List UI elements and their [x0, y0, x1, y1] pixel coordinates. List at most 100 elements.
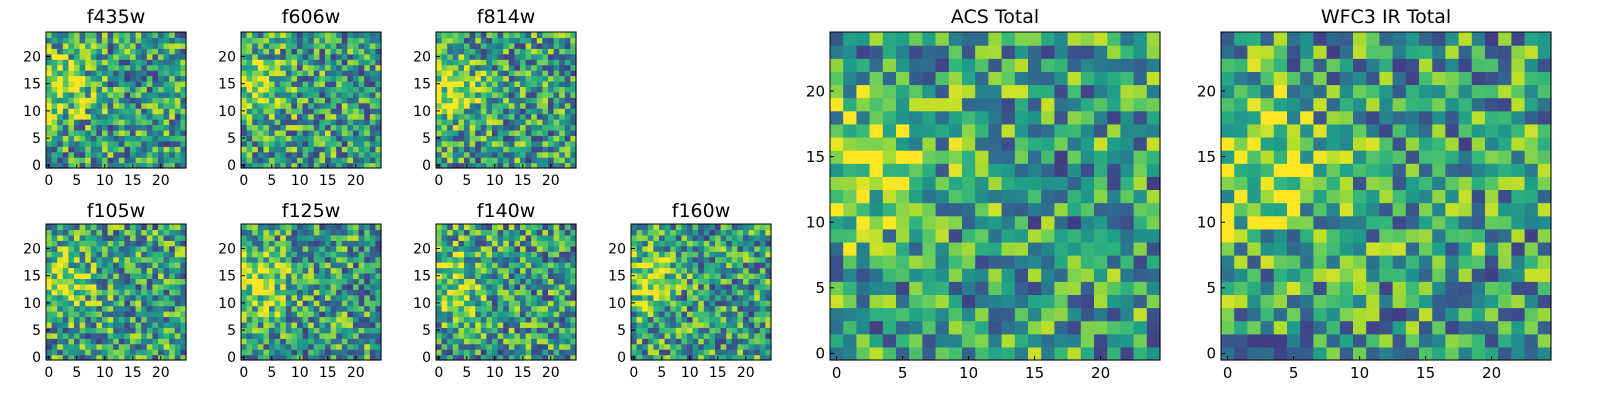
- heatmap-cell: [508, 272, 515, 279]
- heatmap-cell: [375, 305, 382, 312]
- heatmap-cell: [146, 349, 153, 356]
- heatmap-cell: [452, 283, 459, 290]
- heatmap-cell: [869, 202, 884, 217]
- heatmap-cell: [79, 64, 86, 71]
- heatmap-cell: [152, 53, 159, 60]
- heatmap-cell: [57, 113, 64, 120]
- heatmap-cell: [364, 113, 371, 120]
- heatmap-cell: [1001, 333, 1016, 348]
- heatmap-cell: [285, 240, 292, 247]
- heatmap-cell: [169, 42, 176, 49]
- heatmap-cell: [737, 283, 744, 290]
- heatmap-cell: [458, 108, 465, 115]
- heatmap-cell: [503, 59, 510, 66]
- heatmap-cell: [319, 135, 326, 142]
- heatmap-cells: [241, 224, 382, 361]
- heatmap-cell: [308, 64, 315, 71]
- heatmap-cell: [531, 162, 538, 169]
- heatmap-cell: [564, 37, 571, 44]
- heatmap-cell: [681, 278, 688, 285]
- heatmap-cell: [1094, 294, 1108, 309]
- heatmap-cell: [458, 37, 465, 44]
- heatmap-cell: [486, 151, 493, 158]
- heatmap-cell: [548, 251, 555, 258]
- heatmap-cell: [687, 300, 694, 307]
- heatmap-cell: [698, 272, 705, 279]
- heatmap-cell: [358, 272, 365, 279]
- heatmap-cell: [241, 32, 248, 39]
- heatmap-cell: [553, 245, 560, 252]
- heatmap-cell: [988, 294, 1003, 309]
- heatmap-cell: [107, 70, 114, 77]
- heatmap-cell: [180, 224, 187, 231]
- heatmap-cell: [269, 262, 276, 269]
- heatmap-cell: [553, 48, 560, 55]
- heatmap-cell: [653, 305, 660, 312]
- heatmap-cell: [107, 289, 114, 296]
- heatmap-cell: [480, 283, 487, 290]
- heatmap-cell: [480, 113, 487, 120]
- heatmap-cell: [163, 151, 170, 158]
- heatmap-cell: [548, 289, 555, 296]
- heatmap-cell: [692, 327, 699, 334]
- heatmap-cell: [347, 343, 354, 350]
- heatmap-cell: [486, 229, 493, 236]
- heatmap-cell: [653, 245, 660, 252]
- heatmap-cell: [647, 338, 654, 345]
- heatmap-cell: [118, 48, 125, 55]
- heatmap-cell: [469, 157, 476, 164]
- heatmap-cell: [492, 349, 499, 356]
- heatmap-cell: [74, 224, 81, 231]
- heatmap-cell: [659, 294, 666, 301]
- heatmap-cell: [107, 332, 114, 339]
- heatmap-cell: [882, 281, 897, 295]
- heatmap-cell: [692, 354, 699, 361]
- heatmap-cell: [169, 151, 176, 158]
- heatmap-cell: [508, 245, 515, 252]
- heatmap-cell: [297, 262, 304, 269]
- heatmap-cell: [687, 349, 694, 356]
- heatmap-cell: [118, 305, 125, 312]
- heatmap-cell: [302, 327, 309, 334]
- heatmap-cell: [553, 354, 560, 361]
- heatmap-cell: [508, 97, 515, 104]
- heatmap-cell: [135, 59, 142, 66]
- heatmap-cell: [152, 119, 159, 126]
- heatmap-cell: [297, 32, 304, 39]
- heatmap-cell: [257, 37, 264, 44]
- heatmap-cell: [709, 267, 716, 274]
- heatmap-cell: [698, 251, 705, 258]
- heatmap-cell: [341, 32, 348, 39]
- heatmap-cell: [452, 349, 459, 356]
- heatmap-cell: [375, 327, 382, 334]
- heatmap-cell: [653, 272, 660, 279]
- heatmap-cell: [62, 113, 69, 120]
- heatmap-cell: [252, 53, 259, 60]
- heatmap-cell: [687, 267, 694, 274]
- heatmap-cell: [358, 224, 365, 231]
- heatmap-cell: [441, 294, 448, 301]
- y-tick-label: 5: [32, 323, 41, 339]
- heatmap-cell: [57, 262, 64, 269]
- heatmap-cell: [542, 80, 549, 87]
- heatmap-cell: [364, 48, 371, 55]
- heatmap-cell: [548, 311, 555, 318]
- heatmap-cell: [135, 32, 142, 39]
- heatmap-cell: [1041, 202, 1055, 217]
- heatmap-cell: [280, 256, 287, 263]
- heatmap-cell: [308, 75, 315, 82]
- heatmap-cell: [141, 86, 148, 93]
- heatmap-cell: [96, 53, 103, 60]
- heatmap-cell: [302, 245, 309, 252]
- heatmap-cell: [68, 224, 75, 231]
- heatmap-cell: [464, 91, 471, 98]
- heatmap-cell: [180, 97, 187, 104]
- heatmap-cell: [274, 278, 281, 285]
- heatmap-cell: [1120, 320, 1135, 335]
- heatmap-cell: [1014, 281, 1029, 295]
- y-tick-label: 15: [413, 269, 431, 285]
- heatmap-cell: [570, 343, 577, 350]
- heatmap-cell: [531, 53, 538, 60]
- heatmap-cell: [670, 338, 677, 345]
- heatmap-cell: [57, 327, 64, 334]
